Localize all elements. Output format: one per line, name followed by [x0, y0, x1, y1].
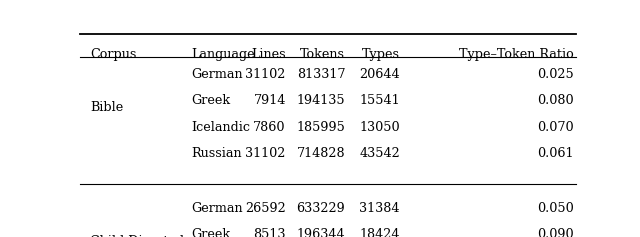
Text: Language: Language [191, 48, 255, 61]
Text: Icelandic: Icelandic [191, 121, 251, 134]
Text: 31384: 31384 [360, 202, 400, 215]
Text: Type–Token Ratio: Type–Token Ratio [459, 48, 573, 61]
Text: 7860: 7860 [253, 121, 286, 134]
Text: 31102: 31102 [246, 147, 286, 160]
Text: 714828: 714828 [297, 147, 346, 160]
Text: 196344: 196344 [297, 228, 346, 237]
Text: 0.025: 0.025 [537, 68, 573, 81]
Text: Greek: Greek [191, 94, 231, 107]
Text: 43542: 43542 [359, 147, 400, 160]
Text: 8513: 8513 [253, 228, 286, 237]
Text: 0.070: 0.070 [537, 121, 573, 134]
Text: 185995: 185995 [296, 121, 346, 134]
Text: 31102: 31102 [246, 68, 286, 81]
Text: German: German [191, 68, 243, 81]
Text: 0.090: 0.090 [537, 228, 573, 237]
Text: 26592: 26592 [245, 202, 286, 215]
Text: 15541: 15541 [359, 94, 400, 107]
Text: Russian: Russian [191, 147, 242, 160]
Text: Bible: Bible [90, 101, 123, 114]
Text: 18424: 18424 [360, 228, 400, 237]
Text: Tokens: Tokens [300, 48, 346, 61]
Text: 13050: 13050 [359, 121, 400, 134]
Text: 7914: 7914 [253, 94, 286, 107]
Text: 633229: 633229 [296, 202, 346, 215]
Text: 0.080: 0.080 [537, 94, 573, 107]
Text: 813317: 813317 [297, 68, 346, 81]
Text: 20644: 20644 [359, 68, 400, 81]
Text: German: German [191, 202, 243, 215]
Text: Greek: Greek [191, 228, 231, 237]
Text: Corpus: Corpus [90, 48, 136, 61]
Text: 0.061: 0.061 [537, 147, 573, 160]
Text: Child Directed: Child Directed [90, 235, 184, 237]
Text: 194135: 194135 [297, 94, 346, 107]
Text: 0.050: 0.050 [537, 202, 573, 215]
Text: Lines: Lines [252, 48, 286, 61]
Text: Types: Types [362, 48, 400, 61]
